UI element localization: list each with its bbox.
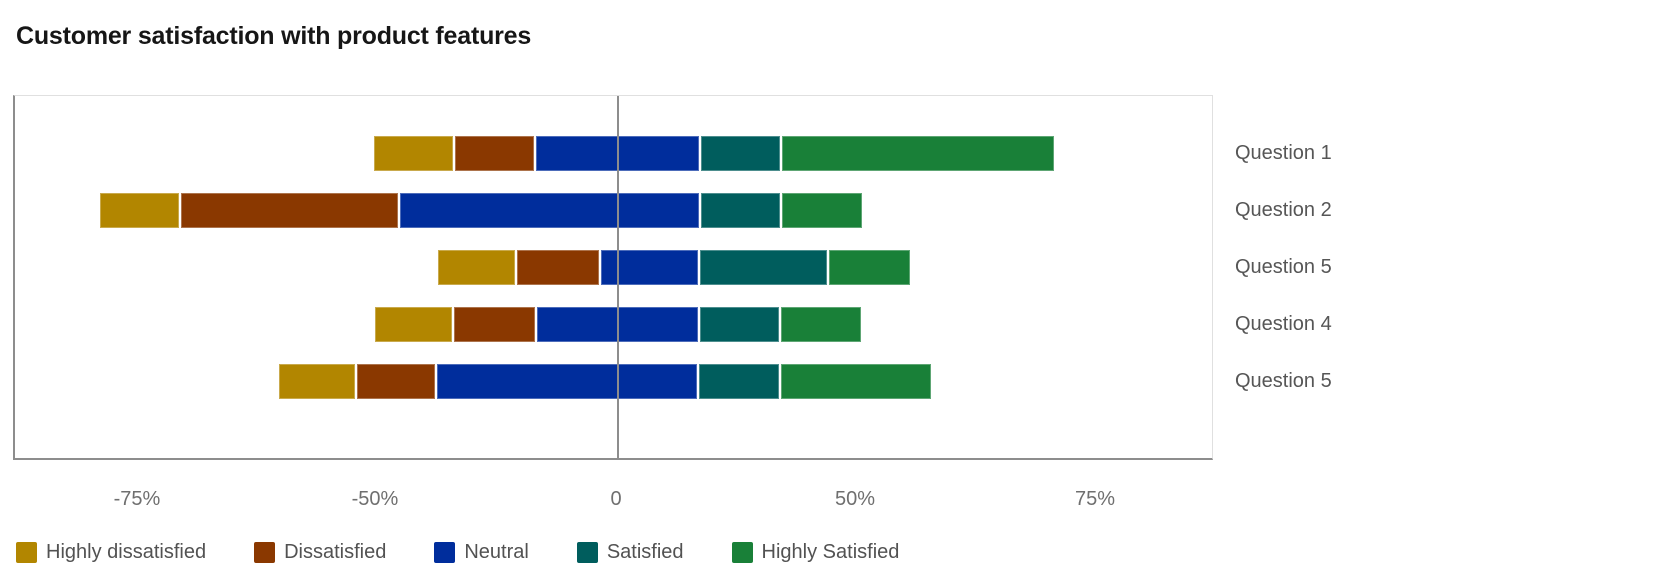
bar-segment-dissatisfied[interactable]	[357, 364, 435, 399]
bar-segment-highly-satisfied[interactable]	[782, 193, 862, 228]
legend-item-satisfied[interactable]: Satisfied	[576, 541, 684, 564]
plot-area	[13, 95, 1213, 460]
bar-segment-highly-dissatisfied[interactable]	[279, 364, 355, 399]
bar-segment-dissatisfied[interactable]	[181, 193, 398, 228]
x-tick-label: -50%	[351, 488, 399, 510]
bar-segment-neutral[interactable]	[437, 364, 697, 399]
bar-segment-neutral[interactable]	[400, 193, 699, 228]
bar-segment-neutral[interactable]	[601, 250, 698, 285]
x-tick-label: 75%	[1074, 488, 1116, 510]
legend: Highly dissatisfied Dissatisfied Neutral Sa…	[16, 541, 899, 564]
category-label: Question 5	[1235, 255, 1332, 278]
bar-segment-dissatisfied[interactable]	[454, 307, 535, 342]
legend-swatch-icon	[731, 542, 753, 563]
legend-swatch-icon	[434, 542, 456, 563]
category-label: Question 1	[1235, 141, 1332, 164]
bar-segment-dissatisfied[interactable]	[455, 136, 534, 171]
legend-item-dissatisfied[interactable]: Dissatisfied	[254, 541, 386, 564]
bar-segment-highly-dissatisfied[interactable]	[438, 250, 515, 285]
bar-segment-satisfied[interactable]	[700, 250, 827, 285]
category-label: Question 5	[1235, 369, 1332, 392]
legend-item-label: Highly dissatisfied	[46, 541, 207, 563]
legend-item-label: Satisfied	[606, 541, 684, 563]
legend-swatch-icon	[254, 542, 276, 563]
legend-item-neutral[interactable]: Neutral	[434, 541, 529, 564]
legend-swatch-icon	[16, 542, 37, 563]
zero-axis-line	[617, 96, 619, 458]
bar-segment-satisfied[interactable]	[701, 136, 780, 171]
legend-item-label: Dissatisfied	[284, 541, 387, 563]
category-label: Question 4	[1235, 312, 1332, 335]
chart-title: Customer satisfaction with product featu…	[16, 22, 532, 50]
bar-segment-highly-dissatisfied[interactable]	[375, 307, 452, 342]
bar-segment-highly-satisfied[interactable]	[782, 136, 1054, 171]
legend-item-highly-dissatisfied[interactable]: Highly dissatisfied	[16, 541, 206, 564]
legend-item-label: Neutral	[464, 541, 529, 563]
x-tick-label: 0	[610, 488, 622, 510]
x-tick-label: 50%	[834, 488, 876, 510]
bar-segment-satisfied[interactable]	[699, 364, 779, 399]
legend-item-label: Highly Satisfied	[761, 541, 900, 563]
bar-segment-highly-dissatisfied[interactable]	[100, 193, 179, 228]
bar-segment-satisfied[interactable]	[700, 307, 779, 342]
bar-segment-highly-satisfied[interactable]	[781, 364, 931, 399]
legend-swatch-icon	[576, 542, 598, 563]
bar-segment-highly-satisfied[interactable]	[781, 307, 861, 342]
bar-segment-highly-dissatisfied[interactable]	[374, 136, 453, 171]
bar-segment-satisfied[interactable]	[701, 193, 780, 228]
legend-item-highly-satisfied[interactable]: Highly Satisfied	[731, 541, 900, 564]
category-label: Question 2	[1235, 198, 1332, 221]
x-tick-label: -75%	[113, 488, 161, 510]
bar-segment-highly-satisfied[interactable]	[829, 250, 910, 285]
bar-segment-dissatisfied[interactable]	[517, 250, 599, 285]
